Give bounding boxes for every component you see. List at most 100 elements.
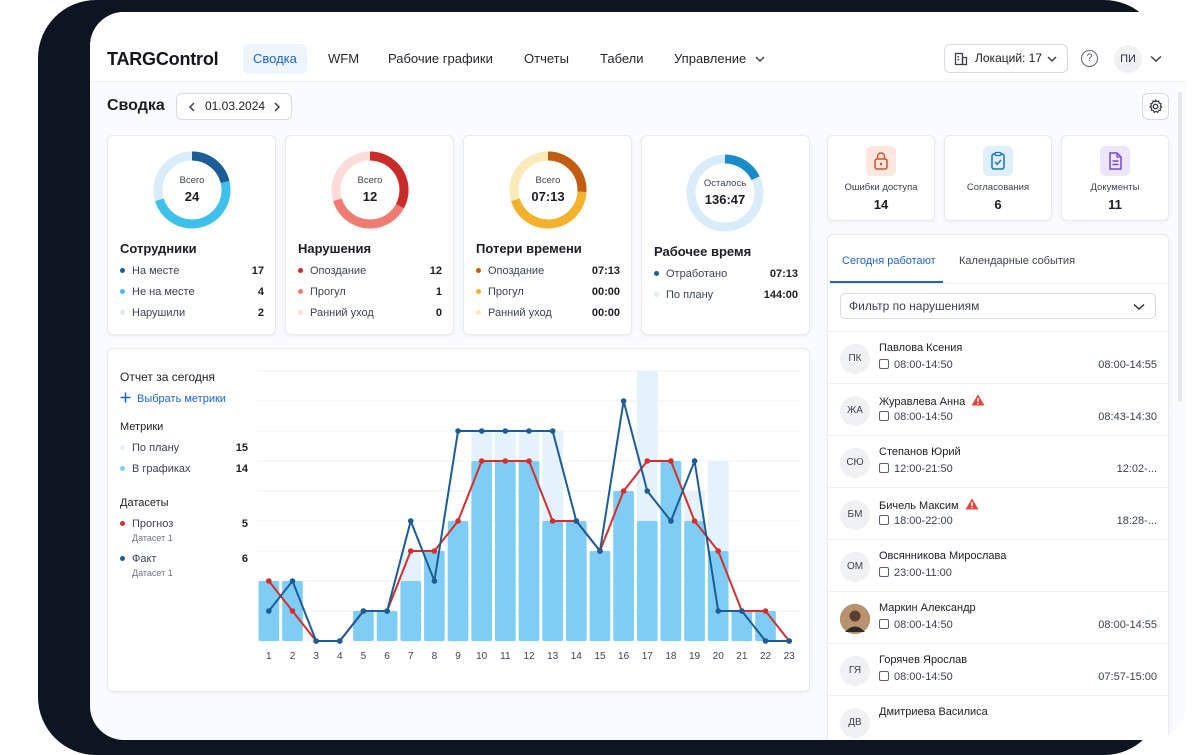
time-losses-card[interactable]: Всего 07:13 Потери времени Опоздание 07:1… bbox=[463, 135, 632, 335]
employee-avatar bbox=[840, 604, 870, 634]
employee-row[interactable]: СЮ Степанов Юрий 12:00-21:50 12:02-... bbox=[828, 435, 1168, 487]
legend-dot bbox=[298, 310, 303, 315]
forecast-point bbox=[620, 488, 627, 494]
mini-card-label: Согласования bbox=[966, 182, 1030, 193]
scheduled-bar bbox=[495, 461, 516, 641]
forecast-point bbox=[478, 458, 485, 464]
metric-row[interactable]: По плану 15 bbox=[120, 442, 248, 454]
forecast-point bbox=[431, 548, 438, 554]
scheduled-bar bbox=[565, 521, 587, 641]
employee-row[interactable]: БМ Бичель Максим 18:00-22:00 18:28-... bbox=[828, 487, 1168, 539]
metric-row[interactable]: В графиках 14 bbox=[120, 463, 248, 475]
actual-point bbox=[620, 398, 627, 404]
stat-value: 4 bbox=[257, 286, 264, 298]
employee-row[interactable]: ДВ Дмитриева Василиса bbox=[828, 695, 1168, 740]
actual-shift: 08:00-14:55 bbox=[1098, 359, 1157, 371]
scrollbar[interactable] bbox=[1178, 92, 1182, 402]
forecast-point bbox=[526, 458, 532, 464]
stat-value: 00:00 bbox=[591, 286, 620, 298]
work-time-card[interactable]: Осталось 136:47 Рабочее время Отработано… bbox=[641, 135, 810, 335]
employee-avatar: ПК bbox=[840, 344, 870, 374]
tab-today-working[interactable]: Сегодня работают bbox=[842, 255, 936, 267]
documents-card[interactable]: Документы 11 bbox=[1061, 135, 1169, 221]
mini-card-value: 6 bbox=[994, 197, 1002, 212]
actual-point bbox=[266, 608, 272, 614]
employee-name: Бичель Максим bbox=[879, 498, 979, 513]
scheduled-bar bbox=[636, 521, 658, 641]
chevron-left-icon[interactable] bbox=[188, 102, 196, 112]
actual-point bbox=[762, 638, 769, 644]
active-tab-indicator bbox=[830, 281, 943, 283]
x-tick-label: 22 bbox=[760, 651, 772, 662]
stat-label: Прогул bbox=[488, 286, 524, 298]
legend-dot bbox=[298, 289, 303, 294]
chevron-right-icon[interactable] bbox=[273, 102, 281, 112]
date-picker[interactable]: 01.03.2024 bbox=[176, 93, 292, 120]
violations-card[interactable]: Всего 12 Нарушения Опоздание 12 Прогул 1 Р… bbox=[285, 135, 454, 335]
scheduled-bar bbox=[660, 461, 682, 641]
legend-dot bbox=[120, 556, 125, 561]
select-metrics-button[interactable]: Выбрать метрики bbox=[120, 392, 226, 405]
help-icon[interactable]: ? bbox=[1081, 50, 1098, 67]
current-date: 01.03.2024 bbox=[205, 99, 266, 113]
scheduled-bar bbox=[424, 551, 445, 641]
forecast-point bbox=[644, 458, 651, 464]
location-selector[interactable]: Локаций: 17 bbox=[944, 44, 1068, 73]
select-metrics-label: Выбрать метрики bbox=[137, 393, 226, 405]
planned-shift: 08:00-14:50 bbox=[879, 619, 953, 631]
document-icon bbox=[1100, 146, 1130, 176]
nav-summary[interactable]: Сводка bbox=[243, 44, 307, 74]
employee-name-text: Дмитриева Василиса bbox=[879, 706, 988, 718]
nav-schedules[interactable]: Рабочие графики bbox=[388, 51, 493, 66]
violations-filter-select[interactable]: Фильтр по нарушениям bbox=[840, 293, 1156, 319]
employee-row[interactable]: Маркин Александр 08:00-14:50 08:00-14:55 bbox=[828, 591, 1168, 643]
scheduled-bar bbox=[589, 551, 611, 641]
dataset-row[interactable]: Факт 6 bbox=[120, 553, 248, 565]
x-tick-label: 18 bbox=[665, 651, 677, 662]
employee-row[interactable]: ГЯ Горячев Ярослав 08:00-14:50 07:57-15:00 bbox=[828, 643, 1168, 695]
actual-point bbox=[431, 578, 438, 584]
actual-point bbox=[455, 428, 461, 434]
calendar-icon bbox=[879, 463, 889, 473]
donut-value: 12 bbox=[362, 189, 378, 204]
mini-card-label: Документы bbox=[1090, 182, 1140, 193]
user-avatar[interactable]: ПИ bbox=[1114, 45, 1142, 73]
employee-row[interactable]: ПК Павлова Ксения 08:00-14:50 08:00-14:55 bbox=[828, 331, 1168, 383]
stat-row: Не на месте 4 bbox=[120, 285, 264, 299]
x-tick-label: 10 bbox=[476, 651, 488, 662]
stat-row: По плану 144:00 bbox=[654, 288, 798, 302]
legend-dot bbox=[476, 310, 481, 315]
employee-name: Овсянникова Мирослава bbox=[879, 550, 1006, 562]
employee-name: Маркин Александр bbox=[879, 602, 976, 614]
stat-value: 144:00 bbox=[763, 289, 798, 301]
actual-point bbox=[289, 578, 296, 584]
planned-shift-text: 08:00-14:50 bbox=[894, 411, 953, 423]
tab-calendar-events[interactable]: Календарные события bbox=[959, 255, 1076, 267]
approvals-card[interactable]: Согласования 6 bbox=[944, 135, 1052, 221]
employees-card[interactable]: Всего 24 Сотрудники На месте 17 Не на мес… bbox=[107, 135, 276, 335]
employee-row[interactable]: ЖА Журавлева Анна 08:00-14:50 08:43-14:30 bbox=[828, 383, 1168, 435]
stat-label: Опоздание bbox=[310, 265, 367, 277]
access-errors-card[interactable]: Ошибки доступа 14 bbox=[827, 135, 935, 221]
legend-dot bbox=[654, 292, 659, 297]
filter-value: Фильтр по нарушениям bbox=[849, 299, 980, 313]
stat-label: Нарушили bbox=[132, 307, 186, 319]
actual-point bbox=[597, 548, 603, 554]
actual-point bbox=[549, 428, 556, 434]
stat-value: 07:13 bbox=[769, 268, 798, 280]
settings-button[interactable] bbox=[1142, 93, 1169, 120]
nav-management[interactable]: Управление bbox=[674, 44, 765, 74]
employee-row[interactable]: ОМ Овсянникова Мирослава 23:00-11:00 bbox=[828, 539, 1168, 591]
nav-timesheets[interactable]: Табели bbox=[600, 51, 644, 66]
datasets-title: Датасеты bbox=[120, 497, 169, 509]
user-menu-chevron-icon[interactable] bbox=[1150, 55, 1162, 63]
employee-name: Павлова Ксения bbox=[879, 342, 962, 354]
nav-wfm[interactable]: WFM bbox=[328, 51, 360, 66]
nav-reports[interactable]: Отчеты bbox=[524, 51, 569, 66]
planned-shift-text: 08:00-14:50 bbox=[894, 619, 953, 631]
calendar-icon bbox=[879, 411, 889, 421]
dataset-row[interactable]: Прогноз 5 bbox=[120, 518, 248, 530]
stat-row: Прогул 00:00 bbox=[476, 285, 620, 299]
calendar-icon bbox=[879, 359, 889, 369]
scheduled-bar bbox=[353, 611, 374, 641]
